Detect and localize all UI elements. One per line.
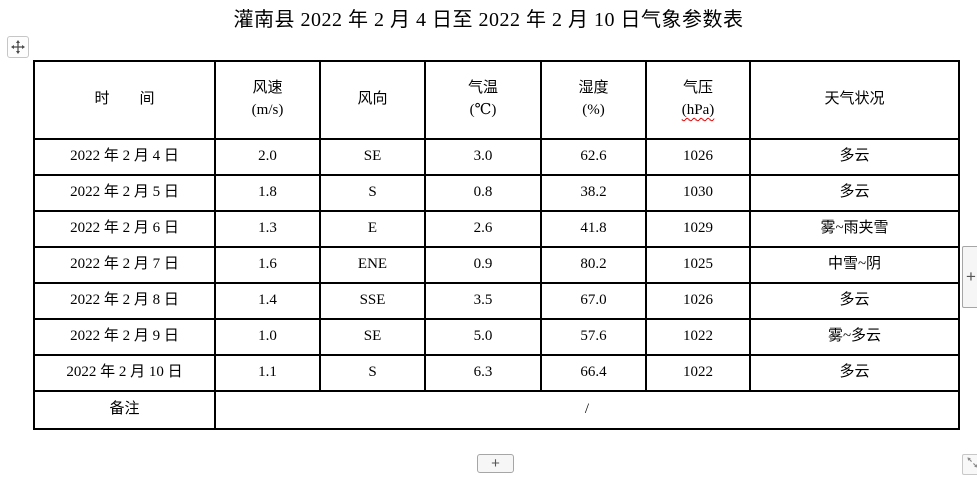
header-label: 湿度 (578, 80, 609, 97)
cell-weather[interactable]: 多云 (749, 174, 960, 212)
cell-pressure[interactable]: 1026 (645, 138, 751, 176)
cell-temperature[interactable]: 0.8 (424, 174, 542, 212)
cell-wind-speed[interactable]: 2.0 (214, 138, 321, 176)
header-label: 天气状况 (824, 91, 885, 108)
cell-wind-speed[interactable]: 1.8 (214, 174, 321, 212)
plus-icon: + (491, 455, 500, 472)
cell-time[interactable]: 2022 年 2 月 4 日 (33, 138, 216, 176)
table-resize-handle[interactable] (962, 454, 977, 475)
cell-wind-speed[interactable]: 1.3 (214, 210, 321, 248)
column-header-temperature[interactable]: 气温 (℃) (424, 60, 542, 140)
cell-wind-direction[interactable]: S (319, 354, 426, 392)
cell-wind-direction[interactable]: SSE (319, 282, 426, 320)
cell-temperature[interactable]: 0.9 (424, 246, 542, 284)
column-header-time[interactable]: 时 间 (33, 60, 216, 140)
cell-pressure[interactable]: 1025 (645, 246, 751, 284)
cell-humidity[interactable]: 66.4 (540, 354, 647, 392)
cell-time[interactable]: 2022 年 2 月 9 日 (33, 318, 216, 356)
table-row: 2022 年 2 月 6 日 1.3 E 2.6 41.8 1029 雾~雨夹雪 (33, 210, 960, 248)
cell-pressure[interactable]: 1026 (645, 282, 751, 320)
cell-temperature[interactable]: 2.6 (424, 210, 542, 248)
header-label: 气压 (682, 80, 713, 97)
header-unit-spellcheck: (hPa) (681, 102, 715, 118)
table-row: 2022 年 2 月 9 日 1.0 SE 5.0 57.6 1022 雾~多云 (33, 318, 960, 356)
table-row: 2022 年 2 月 10 日 1.1 S 6.3 66.4 1022 多云 (33, 354, 960, 392)
cell-time[interactable]: 2022 年 2 月 8 日 (33, 282, 216, 320)
cell-wind-direction[interactable]: SE (319, 318, 426, 356)
header-unit: (m/s) (251, 102, 284, 118)
cell-weather[interactable]: 中雪~阴 (749, 246, 960, 284)
table-row: 2022 年 2 月 5 日 1.8 S 0.8 38.2 1030 多云 (33, 174, 960, 212)
cell-weather[interactable]: 雾~雨夹雪 (749, 210, 960, 248)
header-label: 风速 (252, 80, 283, 97)
cell-temperature[interactable]: 3.0 (424, 138, 542, 176)
header-unit: (%) (582, 102, 605, 118)
cell-temperature[interactable]: 6.3 (424, 354, 542, 392)
remarks-label-cell[interactable]: 备注 (33, 390, 216, 430)
column-header-wind-speed[interactable]: 风速 (m/s) (214, 60, 321, 140)
cell-humidity[interactable]: 80.2 (540, 246, 647, 284)
cell-wind-direction[interactable]: ENE (319, 246, 426, 284)
cell-humidity[interactable]: 67.0 (540, 282, 647, 320)
cell-time[interactable]: 2022 年 2 月 6 日 (33, 210, 216, 248)
cell-wind-direction[interactable]: S (319, 174, 426, 212)
header-unit: (℃) (469, 102, 497, 118)
remarks-value-cell[interactable]: / (214, 390, 960, 430)
cell-time[interactable]: 2022 年 2 月 5 日 (33, 174, 216, 212)
column-header-wind-direction[interactable]: 风向 (319, 60, 426, 140)
cell-pressure[interactable]: 1022 (645, 318, 751, 356)
remarks-row: 备注 / (33, 390, 960, 430)
column-header-humidity[interactable]: 湿度 (%) (540, 60, 647, 140)
header-label: 风向 (357, 91, 388, 108)
table-row: 2022 年 2 月 8 日 1.4 SSE 3.5 67.0 1026 多云 (33, 282, 960, 320)
plus-icon: + (966, 267, 976, 286)
cell-wind-direction[interactable]: E (319, 210, 426, 248)
cell-wind-speed[interactable]: 1.0 (214, 318, 321, 356)
column-header-weather[interactable]: 天气状况 (749, 60, 960, 140)
cell-time[interactable]: 2022 年 2 月 10 日 (33, 354, 216, 392)
cell-humidity[interactable]: 38.2 (540, 174, 647, 212)
add-column-button[interactable]: + (962, 246, 977, 308)
cell-humidity[interactable]: 41.8 (540, 210, 647, 248)
page-title[interactable]: 灌南县 2022 年 2 月 4 日至 2022 年 2 月 10 日气象参数表 (233, 9, 744, 31)
table-row: 2022 年 2 月 7 日 1.6 ENE 0.9 80.2 1025 中雪~… (33, 246, 960, 284)
weather-parameters-table: 时 间 风速 (m/s) 风向 气温 (℃) 湿度 (%) 气压 (hPa) 天气状况 … (33, 60, 960, 430)
add-row-button[interactable]: + (477, 454, 514, 473)
cell-wind-speed[interactable]: 1.1 (214, 354, 321, 392)
move-icon (11, 40, 25, 54)
cell-humidity[interactable]: 57.6 (540, 318, 647, 356)
cell-weather[interactable]: 雾~多云 (749, 318, 960, 356)
cell-pressure[interactable]: 1022 (645, 354, 751, 392)
header-label: 时 间 (94, 91, 155, 108)
resize-diagonal-icon (966, 456, 977, 474)
table-row: 2022 年 2 月 4 日 2.0 SE 3.0 62.6 1026 多云 (33, 138, 960, 176)
table-header-row: 时 间 风速 (m/s) 风向 气温 (℃) 湿度 (%) 气压 (hPa) 天气状况 (33, 60, 960, 140)
cell-pressure[interactable]: 1029 (645, 210, 751, 248)
cell-wind-direction[interactable]: SE (319, 138, 426, 176)
table-move-handle[interactable] (7, 36, 29, 58)
cell-weather[interactable]: 多云 (749, 354, 960, 392)
cell-temperature[interactable]: 3.5 (424, 282, 542, 320)
header-label: 气温 (467, 80, 498, 97)
cell-weather[interactable]: 多云 (749, 282, 960, 320)
cell-pressure[interactable]: 1030 (645, 174, 751, 212)
column-header-pressure[interactable]: 气压 (hPa) (645, 60, 751, 140)
cell-temperature[interactable]: 5.0 (424, 318, 542, 356)
cell-wind-speed[interactable]: 1.4 (214, 282, 321, 320)
cell-weather[interactable]: 多云 (749, 138, 960, 176)
cell-time[interactable]: 2022 年 2 月 7 日 (33, 246, 216, 284)
cell-humidity[interactable]: 62.6 (540, 138, 647, 176)
cell-wind-speed[interactable]: 1.6 (214, 246, 321, 284)
